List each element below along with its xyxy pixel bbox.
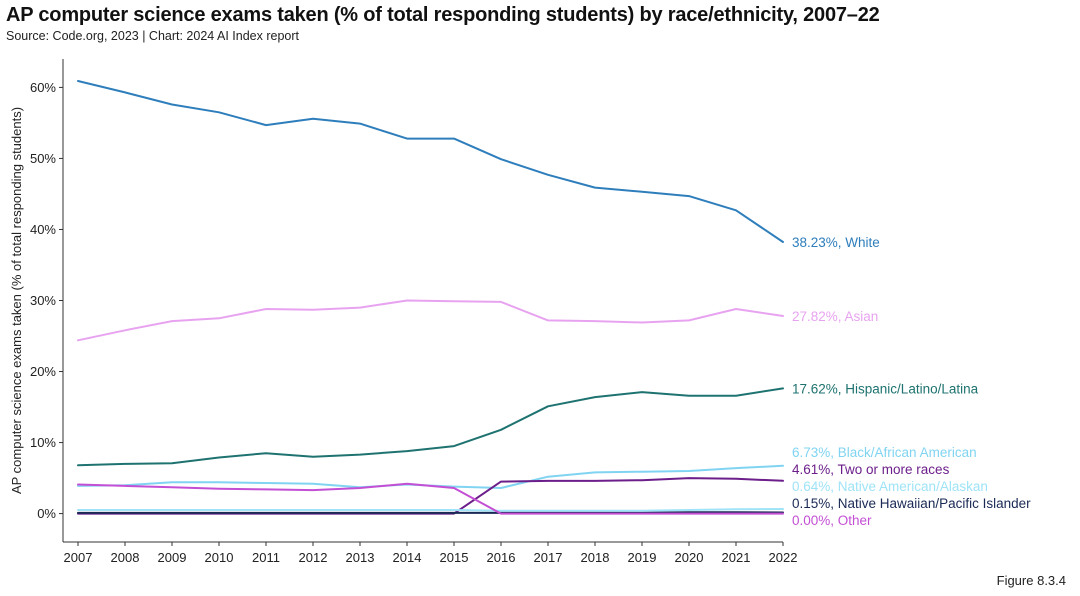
x-tick-label: 2009 (158, 550, 187, 565)
x-tick-label: 2022 (769, 550, 798, 565)
series-line-black-african-american (77, 464, 784, 489)
end-label-white: 38.23%, White (792, 235, 880, 250)
series-line-two-or-more-races (77, 477, 784, 515)
end-label-native-hawaiian-pacific-islander: 0.15%, Native Hawaiian/Pacific Islander (792, 496, 1031, 511)
x-tick-label: 2012 (299, 550, 328, 565)
x-tick-label: 2019 (628, 550, 657, 565)
y-axis-title: AP computer science exams taken (% of to… (9, 107, 24, 494)
series-line-asian (77, 299, 784, 342)
y-tick-label: 20% (30, 364, 56, 379)
chart-series-lines (77, 80, 784, 515)
end-label-asian: 27.82%, Asian (792, 309, 878, 324)
series-line-other (77, 482, 784, 515)
series-line-native-hawaiian-pacific-islander (77, 511, 784, 514)
chart-axes: 0% 10% 20% 30% 40% 50% 60% 2007 2008 2009 2010 2011… (9, 59, 797, 565)
series-line-native-american-alaskan (77, 508, 784, 512)
end-label-hispanic-latino-latina: 17.62%, Hispanic/Latino/Latina (792, 381, 979, 396)
figure-label: Figure 8.3.4 (996, 573, 1066, 588)
x-tick-label: 2021 (722, 550, 751, 565)
x-tick-label: 2018 (581, 550, 610, 565)
series-line-hispanic-latino-latina (77, 387, 784, 467)
chart-source: Source: Code.org, 2023 | Chart: 2024 AI … (6, 29, 300, 43)
end-label-black-african-american: 6.73%, Black/African American (792, 445, 977, 460)
end-label-two-or-more-races: 4.61%, Two or more races (792, 462, 950, 477)
y-tick-label: 40% (30, 222, 56, 237)
y-tick-label: 60% (30, 80, 56, 95)
x-tick-label: 2014 (393, 550, 422, 565)
y-tick-label: 30% (30, 293, 56, 308)
x-tick-label: 2015 (440, 550, 469, 565)
x-tick-label: 2013 (346, 550, 375, 565)
chart-title: AP computer science exams taken (% of to… (6, 4, 880, 26)
x-tick-label: 2020 (675, 550, 704, 565)
y-tick-label: 50% (30, 151, 56, 166)
x-tick-label: 2016 (487, 550, 516, 565)
x-tick-label: 2007 (64, 550, 93, 565)
x-tick-label: 2010 (205, 550, 234, 565)
x-tick-label: 2008 (111, 550, 140, 565)
x-tick-label: 2017 (534, 550, 563, 565)
chart-end-labels: 38.23%, White 27.82%, Asian 17.62%, Hispan… (792, 235, 1031, 528)
series-line-white (77, 80, 784, 243)
end-label-other: 0.00%, Other (792, 513, 872, 528)
end-label-native-american-alaskan: 0.64%, Native American/Alaskan (792, 479, 988, 494)
x-tick-label: 2011 (252, 550, 280, 565)
y-tick-label: 10% (30, 435, 56, 450)
y-tick-label: 0% (37, 506, 56, 521)
